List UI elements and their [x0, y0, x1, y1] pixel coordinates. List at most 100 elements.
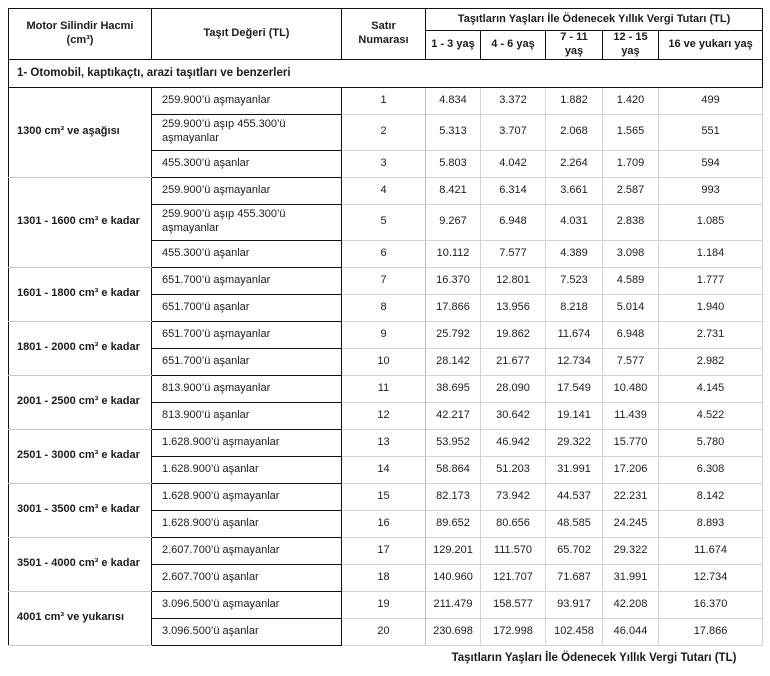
- vehicle-value-cell: 259.900’ü aşmayanlar: [151, 86, 342, 115]
- footer-spacer: [9, 645, 426, 670]
- vehicle-value-cell: 813.900’ü aşmayanlar: [151, 374, 342, 403]
- row-number-cell: 8: [341, 293, 426, 322]
- tax-value-cell: 7.523: [545, 266, 603, 295]
- vehicle-value-cell: 651.700’ü aşmayanlar: [151, 266, 342, 295]
- vehicle-value-cell: 259.900’ü aşıp 455.300’ü aşmayanlar: [151, 113, 342, 151]
- tax-value-cell: 19.862: [480, 320, 546, 349]
- tax-value-cell: 9.267: [425, 203, 481, 241]
- table-header: Motor Silindir Hacmi (cm³) Taşıt Değeri …: [8, 8, 764, 60]
- tax-value-cell: 51.203: [480, 455, 546, 484]
- tax-value-cell: 19.141: [545, 401, 603, 430]
- tax-value-cell: 17.866: [425, 293, 481, 322]
- tax-value-cell: 6.948: [602, 320, 659, 349]
- tax-value-cell: 28.090: [480, 374, 546, 403]
- engine-size-cell: 4001 cm³ ve yukarısı: [8, 590, 152, 646]
- tax-value-cell: 15.770: [602, 428, 659, 457]
- vehicle-value-cell: 2.607.700’ü aşanlar: [151, 563, 342, 592]
- tax-value-cell: 2.982: [657, 347, 764, 376]
- row-number-cell: 5: [341, 203, 426, 241]
- tax-value-cell: 102.458: [545, 617, 603, 646]
- tax-value-cell: 80.656: [480, 509, 546, 538]
- tax-value-cell: 11.439: [602, 401, 659, 430]
- tax-value-cell: 4.042: [480, 149, 546, 178]
- row-number-cell: 6: [341, 239, 426, 268]
- col-header-age-band: 16 ve yukarı yaş: [657, 30, 764, 60]
- row-number-cell: 2: [341, 113, 426, 151]
- tax-value-cell: 8.893: [657, 509, 764, 538]
- tax-value-cell: 158.577: [480, 590, 546, 619]
- tax-value-cell: 22.231: [602, 482, 659, 511]
- tax-value-cell: 8.421: [425, 176, 481, 205]
- col-header-age-band: 1 - 3 yaş: [425, 30, 481, 60]
- tax-value-cell: 3.098: [602, 239, 659, 268]
- tax-value-cell: 6.948: [480, 203, 546, 241]
- tax-value-cell: 10.112: [425, 239, 481, 268]
- tax-value-cell: 12.734: [545, 347, 603, 376]
- tax-value-cell: 13.956: [480, 293, 546, 322]
- tax-value-cell: 111.570: [480, 536, 546, 565]
- footer-tax-by-age-title: Taşıtların Yaşları İle Ödenecek Yıllık V…: [451, 651, 737, 664]
- tax-value-cell: 7.577: [602, 347, 659, 376]
- tax-value-cell: 31.991: [545, 455, 603, 484]
- row-number-cell: 14: [341, 455, 426, 484]
- tax-value-cell: 8.218: [545, 293, 603, 322]
- tax-value-cell: 551: [657, 113, 764, 151]
- tax-value-cell: 4.389: [545, 239, 603, 268]
- tax-value-cell: 17.866: [657, 617, 764, 646]
- tax-value-cell: 30.642: [480, 401, 546, 430]
- engine-size-cell: 3001 - 3500 cm³ e kadar: [8, 482, 152, 538]
- table-row: 2001 - 2500 cm³ e kadar 813.900’ü aşmayan…: [8, 374, 764, 430]
- tax-value-cell: 5.014: [602, 293, 659, 322]
- tax-value-cell: 211.479: [425, 590, 481, 619]
- vehicle-value-cell: 651.700’ü aşmayanlar: [151, 320, 342, 349]
- table-row: 3501 - 4000 cm³ e kadar 2.607.700’ü aşmay…: [8, 536, 764, 592]
- tax-value-cell: 3.372: [480, 86, 546, 115]
- engine-size-cell: 1601 - 1800 cm³ e kadar: [8, 266, 152, 322]
- tax-value-cell: 594: [657, 149, 764, 178]
- vehicle-value-cell: 455.300’ü aşanlar: [151, 239, 342, 268]
- col-header-engine-size: Motor Silindir Hacmi (cm³): [8, 8, 152, 60]
- tax-value-cell: 4.522: [657, 401, 764, 430]
- table-row: 1.628.900’ü aşanlar 16 89.652 80.656 48.585 2…: [9, 509, 764, 538]
- tax-value-cell: 10.480: [602, 374, 659, 403]
- table-row: 2.607.700’ü aşanlar 18 140.960 121.707 71.68…: [9, 563, 764, 592]
- tax-value-cell: 3.707: [480, 113, 546, 151]
- engine-size-cell: 1300 cm³ ve aşağısı: [8, 86, 152, 178]
- row-number-cell: 11: [341, 374, 426, 403]
- engine-size-cell: 1301 - 1600 cm³ e kadar: [8, 176, 152, 268]
- vehicle-value-cell: 3.096.500’ü aşmayanlar: [151, 590, 342, 619]
- row-number-cell: 9: [341, 320, 426, 349]
- row-number-cell: 4: [341, 176, 426, 205]
- engine-size-cell: 1801 - 2000 cm³ e kadar: [8, 320, 152, 376]
- footer-row: Taşıtların Yaşları İle Ödenecek Yıllık V…: [9, 645, 763, 670]
- tax-value-cell: 1.940: [657, 293, 764, 322]
- tax-value-cell: 1.709: [602, 149, 659, 178]
- col-header-tax-by-age: Taşıtların Yaşları İle Ödenecek Yıllık V…: [424, 8, 764, 31]
- vehicle-value-cell: 455.300’ü aşanlar: [151, 149, 342, 178]
- tax-value-cell: 3.661: [545, 176, 603, 205]
- tax-value-cell: 1.184: [657, 239, 764, 268]
- col-header-age-band: 7 - 11 yaş: [545, 30, 603, 60]
- tax-value-cell: 11.674: [657, 536, 764, 565]
- vehicle-value-cell: 651.700’ü aşanlar: [151, 347, 342, 376]
- tax-value-cell: 46.942: [480, 428, 546, 457]
- table-row: 651.700’ü aşanlar 8 17.866 13.956 8.218 5.014…: [9, 293, 764, 322]
- tax-value-cell: 28.142: [425, 347, 481, 376]
- row-number-cell: 18: [341, 563, 426, 592]
- section-title: 1- Otomobil, kaptıkaçtı, arazi taşıtları…: [7, 58, 764, 88]
- tax-value-cell: 21.677: [480, 347, 546, 376]
- vehicle-value-cell: 259.900’ü aşmayanlar: [151, 176, 342, 205]
- tax-value-cell: 5.780: [657, 428, 764, 457]
- tax-value-cell: 53.952: [425, 428, 481, 457]
- vehicle-value-cell: 3.096.500’ü aşanlar: [151, 617, 342, 646]
- tax-value-cell: 2.731: [657, 320, 764, 349]
- tax-value-cell: 1.085: [657, 203, 764, 241]
- tax-value-cell: 25.792: [425, 320, 481, 349]
- tax-value-cell: 5.313: [425, 113, 481, 151]
- tax-value-cell: 24.245: [602, 509, 659, 538]
- tax-value-cell: 48.585: [545, 509, 603, 538]
- tax-value-cell: 8.142: [657, 482, 764, 511]
- table-row: 651.700’ü aşanlar 10 28.142 21.677 12.734 7.5…: [9, 347, 764, 376]
- engine-size-cell: 3501 - 4000 cm³ e kadar: [8, 536, 152, 592]
- tax-value-cell: 71.687: [545, 563, 603, 592]
